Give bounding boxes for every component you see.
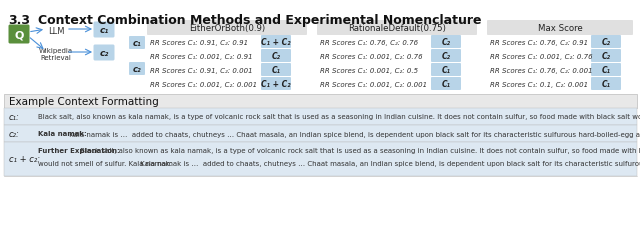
FancyBboxPatch shape xyxy=(8,25,29,44)
Text: 3.3: 3.3 xyxy=(8,14,30,27)
Text: RationaleDefault(0.75): RationaleDefault(0.75) xyxy=(348,24,446,33)
FancyBboxPatch shape xyxy=(431,36,461,49)
Text: C₁: C₁ xyxy=(442,66,451,75)
Text: Black salt, also known as kala namak, is a type of volcanic rock salt that is us: Black salt, also known as kala namak, is… xyxy=(38,114,640,120)
Text: C₂: C₂ xyxy=(602,52,611,61)
FancyBboxPatch shape xyxy=(431,78,461,91)
Text: RR Scores C₁: 0.001, C₂: 0.76: RR Scores C₁: 0.001, C₂: 0.76 xyxy=(320,53,422,59)
FancyBboxPatch shape xyxy=(4,94,637,109)
Text: RR Scores C₁: 0.001, C₂: 0.001: RR Scores C₁: 0.001, C₂: 0.001 xyxy=(320,81,427,87)
Text: RR Scores C₁: 0.76, C₂: 0.001: RR Scores C₁: 0.76, C₂: 0.001 xyxy=(490,67,593,73)
FancyBboxPatch shape xyxy=(129,63,145,76)
FancyBboxPatch shape xyxy=(317,21,477,36)
Text: RR Scores C₁: 0.001, C₂: 0.91: RR Scores C₁: 0.001, C₂: 0.91 xyxy=(150,53,253,59)
FancyBboxPatch shape xyxy=(147,21,307,36)
Text: C₂: C₂ xyxy=(271,52,280,61)
FancyBboxPatch shape xyxy=(93,45,115,61)
Text: LLM: LLM xyxy=(48,26,64,35)
FancyBboxPatch shape xyxy=(591,64,621,77)
FancyBboxPatch shape xyxy=(591,36,621,49)
FancyBboxPatch shape xyxy=(4,125,637,142)
Text: RR Scores C₁: 0.001, C₂: 0.001: RR Scores C₁: 0.001, C₂: 0.001 xyxy=(150,81,257,87)
Text: c₂:: c₂: xyxy=(9,130,20,138)
Text: RR Scores C₁: 0.001, C₂: 0.76: RR Scores C₁: 0.001, C₂: 0.76 xyxy=(490,53,593,59)
FancyBboxPatch shape xyxy=(93,22,115,38)
Text: Q: Q xyxy=(14,30,24,40)
Text: RR Scores C₁: 0.001, C₂: 0.5: RR Scores C₁: 0.001, C₂: 0.5 xyxy=(320,67,418,73)
FancyBboxPatch shape xyxy=(591,50,621,63)
Text: c₁: c₁ xyxy=(132,39,141,48)
Text: c₁ + c₂:: c₁ + c₂: xyxy=(9,155,40,164)
Text: C₂: C₂ xyxy=(602,38,611,47)
Text: RR Scores C₁: 0.1, C₂: 0.001: RR Scores C₁: 0.1, C₂: 0.001 xyxy=(490,81,588,87)
Text: c₂: c₂ xyxy=(132,65,141,74)
Text: RR Scores C₁: 0.76, C₂: 0.91: RR Scores C₁: 0.76, C₂: 0.91 xyxy=(490,39,588,45)
Text: Context Combination Methods and Experimental Nomenclature: Context Combination Methods and Experime… xyxy=(38,14,481,27)
Text: c₁: c₁ xyxy=(99,26,109,35)
FancyBboxPatch shape xyxy=(431,50,461,63)
Text: Black salt, also known as kala namak, is a type of volcanic rock salt that is us: Black salt, also known as kala namak, is… xyxy=(78,147,640,153)
Text: RR Scores C₁: 0.91, C₂: 0.001: RR Scores C₁: 0.91, C₂: 0.001 xyxy=(150,67,253,73)
Text: EitherOrBoth(0.9): EitherOrBoth(0.9) xyxy=(189,24,265,33)
Text: Further Explanation:: Further Explanation: xyxy=(38,147,120,153)
Text: C₂: C₂ xyxy=(442,38,451,47)
Text: Example Context Formatting: Example Context Formatting xyxy=(9,97,159,107)
Text: C₁: C₁ xyxy=(442,80,451,89)
FancyBboxPatch shape xyxy=(261,64,291,77)
Text: C₁: C₁ xyxy=(602,80,611,89)
FancyBboxPatch shape xyxy=(261,78,291,91)
FancyBboxPatch shape xyxy=(4,109,637,125)
FancyBboxPatch shape xyxy=(261,50,291,63)
Text: c₁:: c₁: xyxy=(9,113,20,121)
Text: c₂: c₂ xyxy=(99,49,109,58)
Text: would not smell of sulfur. Kala namak:: would not smell of sulfur. Kala namak: xyxy=(38,160,172,166)
Text: Max Score: Max Score xyxy=(538,24,582,33)
Text: C₁ + C₂: C₁ + C₂ xyxy=(261,80,291,89)
FancyBboxPatch shape xyxy=(129,37,145,50)
Text: C₁: C₁ xyxy=(271,66,280,75)
Text: C₂: C₂ xyxy=(442,52,451,61)
FancyBboxPatch shape xyxy=(487,21,633,36)
FancyBboxPatch shape xyxy=(4,142,637,176)
Text: C₁ + C₂: C₁ + C₂ xyxy=(261,38,291,47)
Text: RR Scores C₁: 0.91, C₂: 0.91: RR Scores C₁: 0.91, C₂: 0.91 xyxy=(150,39,248,45)
FancyBboxPatch shape xyxy=(431,64,461,77)
FancyBboxPatch shape xyxy=(591,78,621,91)
FancyBboxPatch shape xyxy=(261,36,291,49)
Text: Kala namak is …  added to chaats, chutneys … Chaat masala, an Indian spice blend: Kala namak is … added to chaats, chutney… xyxy=(67,131,640,137)
Text: Wikipedia
Retrieval: Wikipedia Retrieval xyxy=(39,47,73,60)
Text: RR Scores C₁: 0.76, C₂: 0.76: RR Scores C₁: 0.76, C₂: 0.76 xyxy=(320,39,418,45)
Text: Kala namak:: Kala namak: xyxy=(38,131,87,137)
Text: Kala namak is …  added to chaats, chutneys … Chaat masala, an Indian spice blend: Kala namak is … added to chaats, chutney… xyxy=(138,160,640,166)
Text: C₁: C₁ xyxy=(602,66,611,75)
